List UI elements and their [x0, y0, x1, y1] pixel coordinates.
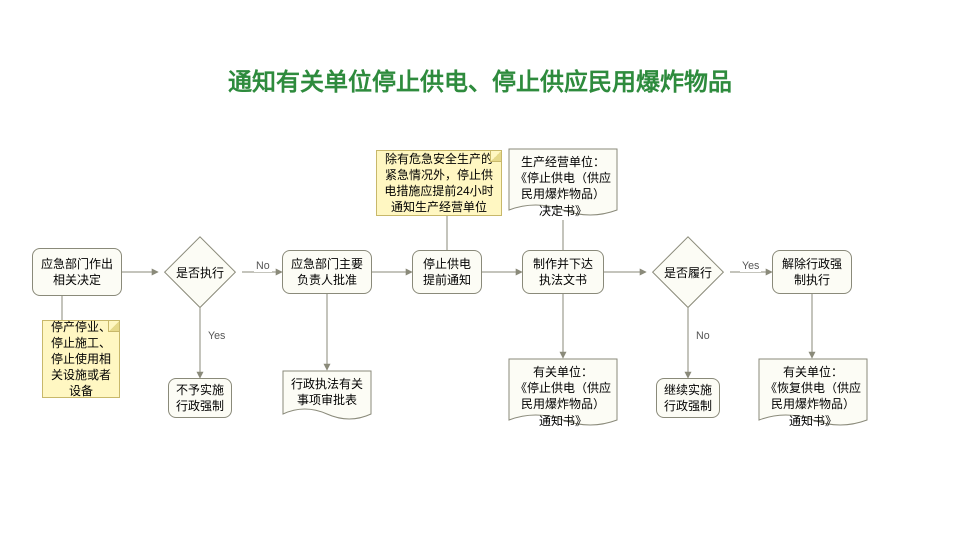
node-n5: 制作并下达执法文书 — [522, 250, 604, 294]
node-n4: 停止供电提前通知 — [412, 250, 482, 294]
node-note1: 停产停业、停止施工、停止使用相关设施或者设备 — [42, 320, 120, 398]
edge-label-d2-n7: Yes — [740, 260, 761, 272]
node-doc1: 行政执法有关事项审批表 — [282, 370, 372, 424]
node-n3: 应急部门主要负责人批准 — [282, 250, 372, 294]
node-n7: 解除行政强制执行 — [772, 250, 852, 294]
edge-label-d2-n6: No — [694, 330, 712, 342]
node-d2: 是否履行 — [646, 242, 730, 302]
edge-label-d1-n3: No — [254, 260, 272, 272]
node-note2: 除有危急安全生产的紧急情况外，停止供电措施应提前24小时通知生产经营单位 — [376, 150, 502, 216]
node-n6: 继续实施行政强制 — [656, 378, 720, 418]
node-doc3: 有关单位：《停止供电（供应民用爆炸物品）通知书》 — [508, 358, 618, 430]
node-d1: 是否执行 — [158, 242, 242, 302]
node-doc2: 生产经营单位：《停止供电（供应民用爆炸物品）决定书》 — [508, 148, 618, 220]
edge-label-d1-n2: Yes — [206, 330, 227, 342]
node-n1: 应急部门作出相关决定 — [32, 248, 122, 296]
page-title: 通知有关单位停止供电、停止供应民用爆炸物品 — [0, 62, 960, 97]
node-doc4: 有关单位：《恢复供电（供应民用爆炸物品）通知书》 — [758, 358, 868, 430]
node-n2: 不予实施行政强制 — [168, 378, 232, 418]
